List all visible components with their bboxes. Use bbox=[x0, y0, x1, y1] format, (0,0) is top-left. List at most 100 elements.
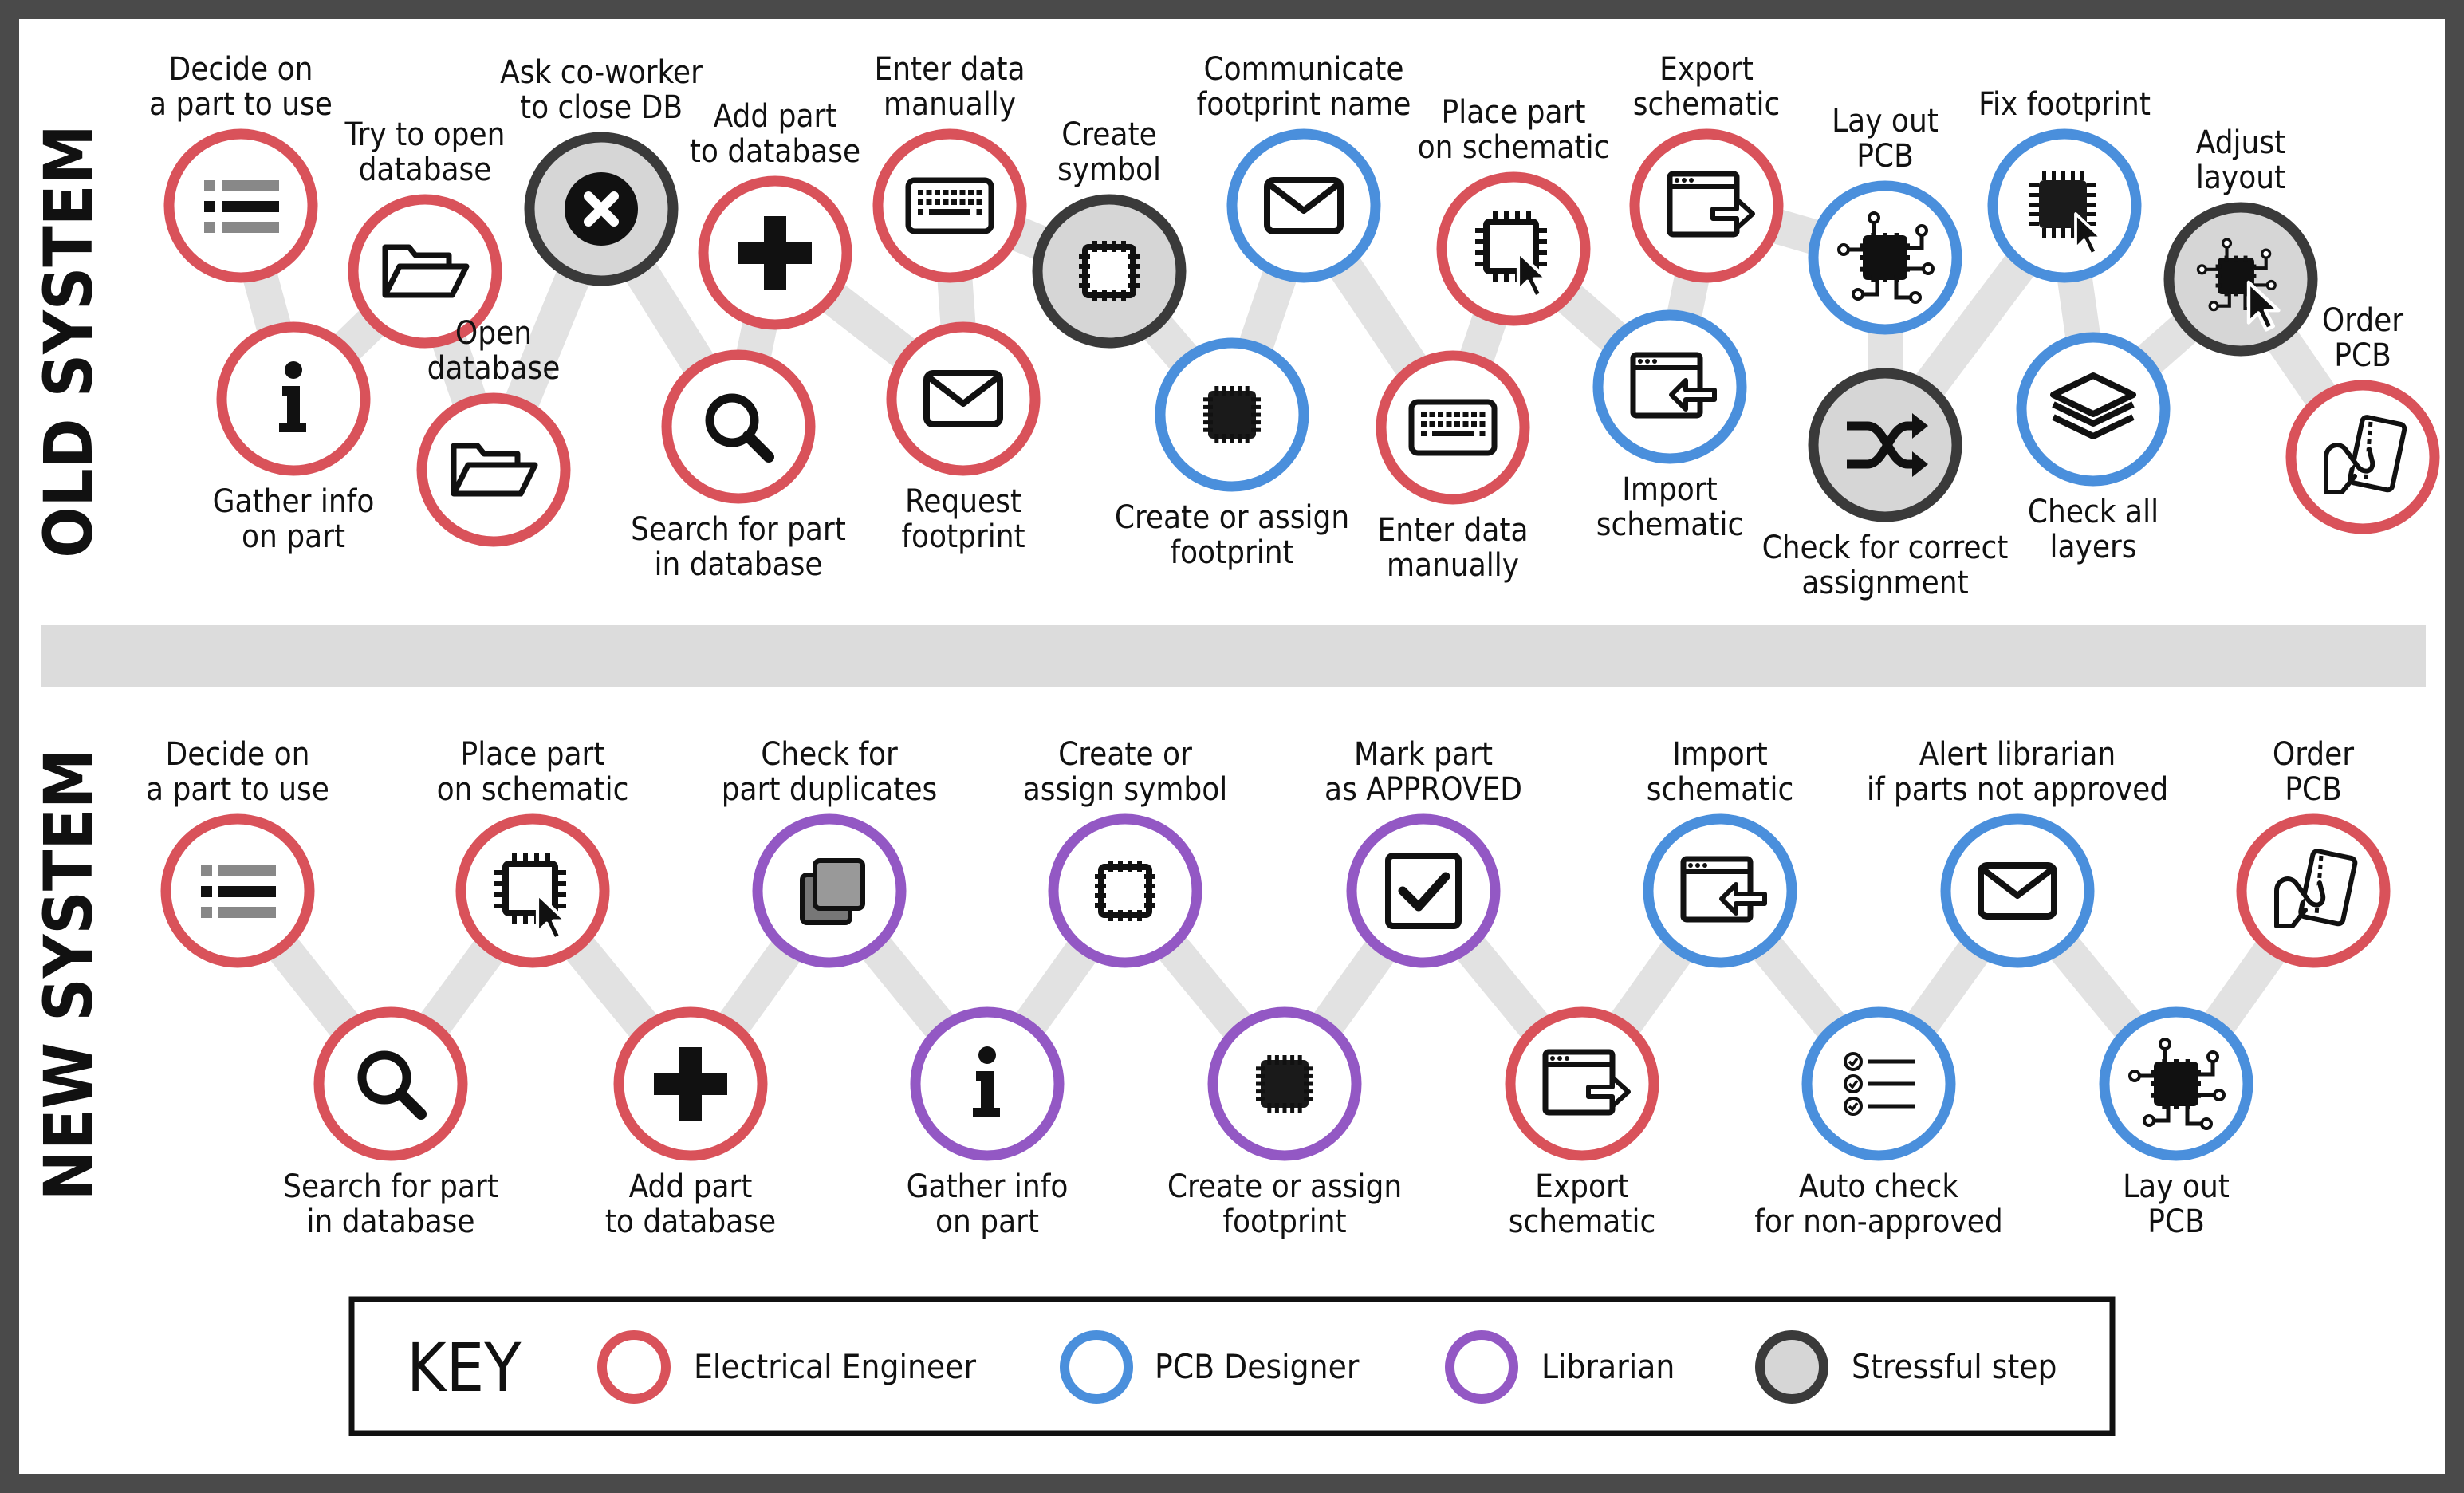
keyboard-icon bbox=[905, 177, 994, 234]
key-swatch bbox=[1060, 1330, 1133, 1404]
new-system-label: NEW SYSTEM bbox=[30, 749, 108, 1201]
flow-path-line bbox=[223, 188, 2380, 487]
step-label-line: PCB bbox=[2285, 771, 2342, 808]
step-label-line: database bbox=[359, 152, 492, 188]
chip-solid-icon bbox=[1203, 386, 1261, 443]
step-label-line: PCB bbox=[2147, 1203, 2205, 1240]
card-payment-icon bbox=[2324, 415, 2407, 494]
step-label-line: on schematic bbox=[437, 771, 629, 808]
step-label-line: Gather info bbox=[907, 1168, 1069, 1205]
step-label-line: in database bbox=[654, 546, 822, 583]
old-step-19: Fix footprint bbox=[1978, 86, 2151, 283]
checkbox-icon bbox=[1385, 853, 1462, 929]
step-label-line: Request bbox=[905, 483, 1021, 520]
close-circle-icon bbox=[565, 172, 638, 246]
step-label-line: Fix footprint bbox=[1978, 86, 2151, 123]
card-payment-icon bbox=[2274, 849, 2358, 928]
step-label-line: Add part bbox=[629, 1168, 753, 1205]
step-label-line: a part to use bbox=[149, 86, 333, 123]
step-label-line: Export bbox=[1659, 51, 1754, 88]
step-label-line: Export bbox=[1535, 1168, 1629, 1205]
layers-icon bbox=[2050, 372, 2136, 439]
step-label-line: assign symbol bbox=[1023, 771, 1228, 808]
engineer-ring bbox=[313, 1006, 468, 1161]
step-label-line: Search for part bbox=[283, 1168, 498, 1205]
step-label-line: footprint bbox=[901, 518, 1025, 555]
old-step-1: Decide ona part to use bbox=[149, 51, 333, 283]
envelope-icon bbox=[1978, 862, 2057, 920]
key-swatch bbox=[1445, 1330, 1518, 1404]
step-label-line: layers bbox=[2049, 529, 2136, 565]
step-label-line: PCB bbox=[2334, 337, 2391, 374]
chip-cursor-icon bbox=[494, 853, 568, 941]
step-label-line: footprint bbox=[1222, 1203, 1346, 1240]
key-label: PCB Designer bbox=[1155, 1347, 1360, 1386]
step-label-line: Check for bbox=[761, 736, 898, 773]
step-label-line: part duplicates bbox=[722, 771, 938, 808]
step-label-line: manually bbox=[1387, 547, 1519, 584]
step-label-line: Create or bbox=[1058, 736, 1192, 773]
plus-icon bbox=[654, 1047, 727, 1121]
engineer-ring bbox=[661, 349, 816, 504]
step-label-line: PCB bbox=[1856, 138, 1914, 175]
step-label-line: on part bbox=[242, 518, 345, 555]
key-label: Stressful step bbox=[1852, 1347, 2057, 1386]
step-label-line: Ask co-worker bbox=[500, 54, 703, 91]
import-window-icon bbox=[1630, 352, 1717, 419]
step-label-line: manually bbox=[884, 86, 1016, 123]
key-item-designer: PCB Designer bbox=[1060, 1330, 1360, 1404]
new-steps: Decide ona part to use Search for partin … bbox=[146, 736, 2391, 1240]
old-flow-path bbox=[223, 188, 2380, 487]
key-swatch bbox=[597, 1330, 671, 1404]
key-item-stress: Stressful step bbox=[1755, 1330, 2057, 1404]
step-label-line: Enter data bbox=[1377, 512, 1528, 549]
step-label-line: Import bbox=[1622, 471, 1717, 508]
search-icon bbox=[357, 1050, 427, 1120]
old-system-section: OLD SYSTEM Decide ona part to use Gather … bbox=[30, 51, 2440, 601]
key-item-librarian: Librarian bbox=[1445, 1330, 1675, 1404]
step-label-line: to database bbox=[605, 1203, 776, 1240]
step-label-line: Add part bbox=[714, 98, 837, 135]
step-label-line: schematic bbox=[1647, 771, 1794, 808]
step-label-line: database bbox=[427, 350, 561, 387]
list-icon bbox=[201, 865, 276, 918]
new-step-1: Decide ona part to use bbox=[146, 736, 329, 968]
search-icon bbox=[705, 393, 774, 463]
chip-solid-cursor-icon bbox=[2029, 171, 2104, 257]
step-label-line: Search for part bbox=[631, 511, 846, 548]
step-label-line: to close DB bbox=[520, 89, 683, 126]
circuit-icon bbox=[1837, 211, 1935, 304]
step-label-line: if parts not approved bbox=[1867, 771, 2168, 808]
key-title: KEY bbox=[407, 1329, 522, 1407]
step-label-line: on schematic bbox=[1418, 129, 1610, 166]
step-label-line: symbol bbox=[1057, 152, 1161, 188]
chip-cursor-icon bbox=[1475, 211, 1549, 299]
new-system-section: NEW SYSTEM Decide ona part to use Search … bbox=[30, 736, 2391, 1240]
plus-icon bbox=[738, 216, 812, 290]
step-label-line: Try to open bbox=[344, 116, 506, 153]
chip-outline-icon bbox=[1079, 241, 1140, 301]
